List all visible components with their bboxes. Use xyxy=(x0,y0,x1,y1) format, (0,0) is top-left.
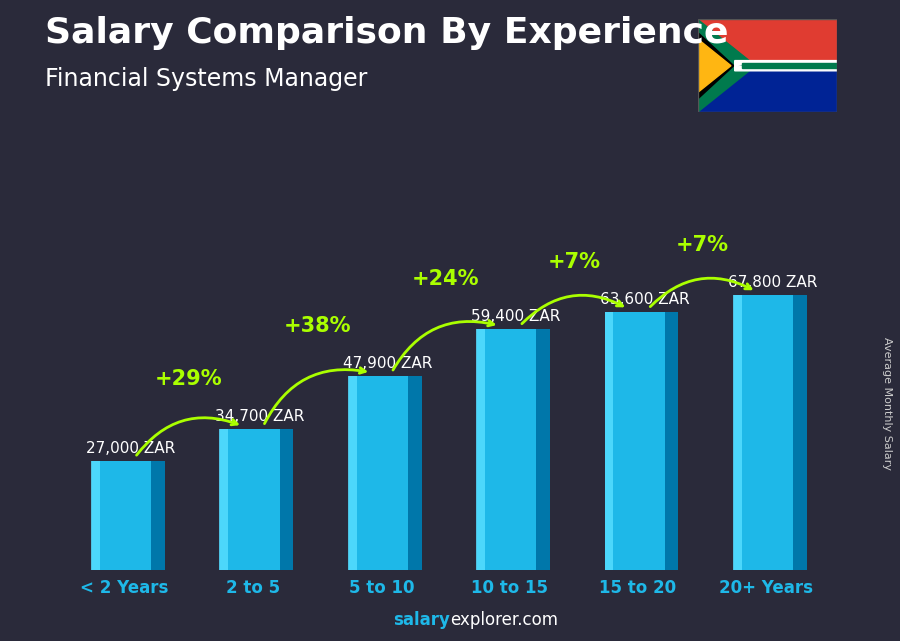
Text: 67,800 ZAR: 67,800 ZAR xyxy=(728,275,817,290)
Bar xyxy=(610,312,679,570)
Text: +29%: +29% xyxy=(155,369,222,390)
Bar xyxy=(734,295,793,570)
Bar xyxy=(698,66,837,112)
Bar xyxy=(738,295,806,570)
Bar xyxy=(96,461,165,570)
Bar xyxy=(347,376,356,570)
Text: 63,600 ZAR: 63,600 ZAR xyxy=(599,292,689,307)
Text: +38%: +38% xyxy=(284,316,351,336)
Polygon shape xyxy=(698,32,733,99)
Polygon shape xyxy=(698,38,731,93)
Bar xyxy=(220,429,280,570)
Text: +7%: +7% xyxy=(676,235,729,255)
Text: 27,000 ZAR: 27,000 ZAR xyxy=(86,441,176,456)
Bar xyxy=(348,376,408,570)
Text: +24%: +24% xyxy=(412,269,480,289)
Bar xyxy=(220,429,229,570)
Text: +7%: +7% xyxy=(547,252,600,272)
Bar xyxy=(91,461,100,570)
Polygon shape xyxy=(742,63,837,68)
Text: Financial Systems Manager: Financial Systems Manager xyxy=(45,67,367,91)
Bar xyxy=(733,295,742,570)
Bar xyxy=(225,429,293,570)
Polygon shape xyxy=(698,19,756,112)
Polygon shape xyxy=(734,66,837,71)
Text: 34,700 ZAR: 34,700 ZAR xyxy=(215,410,304,424)
Text: explorer.com: explorer.com xyxy=(450,612,558,629)
Bar xyxy=(92,461,151,570)
Text: 47,900 ZAR: 47,900 ZAR xyxy=(343,356,432,370)
Bar xyxy=(477,329,536,570)
Bar xyxy=(482,329,550,570)
Text: salary: salary xyxy=(393,612,450,629)
Bar xyxy=(606,312,665,570)
Bar xyxy=(476,329,485,570)
Text: Salary Comparison By Experience: Salary Comparison By Experience xyxy=(45,16,728,50)
Polygon shape xyxy=(734,61,837,66)
Bar xyxy=(698,19,837,66)
Text: Average Monthly Salary: Average Monthly Salary xyxy=(881,337,892,470)
Text: 59,400 ZAR: 59,400 ZAR xyxy=(472,309,561,324)
Bar xyxy=(353,376,421,570)
Bar xyxy=(605,312,614,570)
